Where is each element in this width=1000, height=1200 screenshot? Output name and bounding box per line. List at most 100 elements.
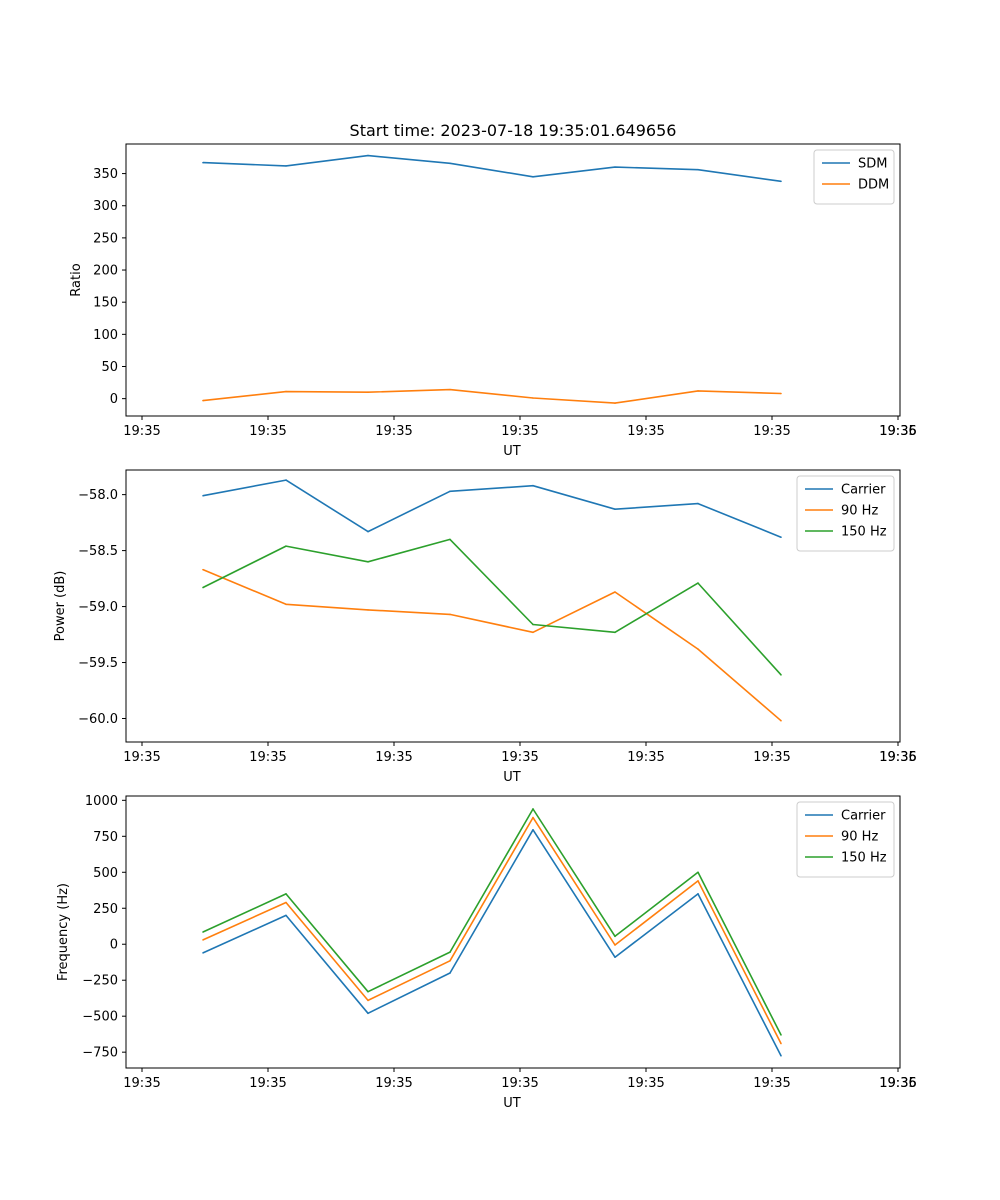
data-point-90-hz [532,631,534,634]
x-tick-label: 19:35 [501,750,538,765]
data-point-150-hz [697,871,699,874]
y-tick-label: 200 [93,264,118,279]
y-tick-label: −500 [82,1010,118,1025]
axes-container: 19:35 19:35 19:35 19:35 19:35 19:35 19:3519:36… [53,143,917,1111]
y-tick-label: 500 [93,866,118,881]
legend-label: SDM [858,157,887,172]
x-tick-label: 19:35 [123,424,160,439]
x-tick-label: 19:35 [249,750,286,765]
y-tick-label: 250 [93,231,118,246]
data-point-90-hz [532,816,534,819]
legend: SDM DDM [813,149,895,205]
data-point-carrier [285,479,287,481]
x-tick-label: 19:35 [879,750,916,765]
y-axis-label: Ratio [69,263,84,296]
legend-box [796,475,895,552]
legend-label: 90 Hz [841,830,878,845]
series-line-carrier [202,479,782,538]
data-point-ddm [449,388,451,391]
axes-frame [125,469,901,743]
data-point-150-hz [449,538,451,541]
y-tick-label: −58.0 [78,488,118,503]
y-axis-label: Frequency (Hz) [56,883,71,981]
data-point-carrier [367,1012,369,1015]
y-tick-label: −59.5 [78,656,118,671]
y-tick-label: 350 [93,167,118,182]
data-point-90-hz [202,568,204,571]
legend: Carrier 90 Hz 150 Hz [796,475,895,552]
data-point-sdm [697,168,699,171]
x-tick-label: 19:35 [501,424,538,439]
data-point-90-hz [697,880,699,882]
y-tick-label: 1000 [85,794,118,809]
data-point-sdm [614,166,616,168]
y-tick-label: 50 [101,360,118,375]
data-point-carrier [614,508,616,510]
legend-label: DDM [858,178,889,193]
data-point-carrier [285,914,287,917]
y-axis-label: Power (dB) [53,571,68,642]
subplot-2: 19:35 19:35 19:35 19:35 19:35 19:35 19:3519:36… [53,469,917,785]
data-point-ddm [532,397,534,399]
y-tick-label: −60.0 [78,712,118,727]
data-point-ddm [780,392,782,395]
y-tick-label: 100 [93,328,118,343]
data-point-carrier [449,490,451,493]
data-point-90-hz [202,939,204,941]
data-point-150-hz [367,560,369,563]
x-tick-label: 19:35 [879,424,916,439]
data-point-90-hz [614,944,616,946]
x-tick-label: 19:35 [123,1076,160,1091]
x-axis-label: UT [503,1096,521,1111]
y-tick-label: −59.0 [78,600,118,615]
data-point-carrier [449,972,451,974]
data-point-sdm [449,162,451,165]
legend-label: 90 Hz [841,504,878,519]
x-tick-label: 19:35 [753,750,790,765]
data-point-carrier [532,829,534,831]
x-tick-label: 19:35 [627,1076,664,1091]
data-point-150-hz [614,935,616,938]
y-tick-label: −750 [82,1046,118,1061]
x-tick-label: 19:36 [879,1076,916,1091]
x-tick-label: 19:35 [375,1076,412,1091]
data-point-150-hz [367,990,369,993]
data-point-ddm [697,390,699,392]
y-tick-label: −58.5 [78,544,118,559]
axes-frame [125,795,901,1069]
data-point-carrier [697,893,699,895]
series-line-sdm [202,154,782,183]
x-tick-label: 19:35 [753,1076,790,1091]
data-point-90-hz [780,719,782,722]
data-point-sdm [367,154,369,157]
data-point-150-hz [285,545,287,547]
x-tick-label: 19:35 [249,1076,286,1091]
data-point-90-hz [614,591,616,593]
data-point-carrier [367,530,369,533]
series-line-ddm [202,388,782,404]
data-point-sdm [285,165,287,167]
x-tick-label: 19:36 [879,750,916,765]
data-point-carrier [780,1054,782,1057]
x-tick-label: 19:35 [249,424,286,439]
series-line-150-hz [202,808,782,1036]
y-tick-label: 250 [93,902,118,917]
x-tick-label: 19:35 [753,424,790,439]
legend-label: 150 Hz [841,525,887,540]
data-point-carrier [614,956,616,958]
data-point-sdm [780,180,782,183]
y-tick-label: 300 [93,199,118,214]
data-point-150-hz [285,893,287,895]
y-tick-label: −250 [82,974,118,989]
series-line-90-hz [202,816,782,1044]
y-tick-label: 0 [110,392,118,407]
data-point-90-hz [449,613,451,616]
data-point-150-hz [614,631,616,634]
y-tick-label: 750 [93,830,118,845]
data-point-sdm [202,161,204,164]
series-line-carrier [202,828,782,1057]
legend-label: Carrier [841,809,886,824]
legend-box [796,801,895,878]
data-point-150-hz [780,674,782,676]
